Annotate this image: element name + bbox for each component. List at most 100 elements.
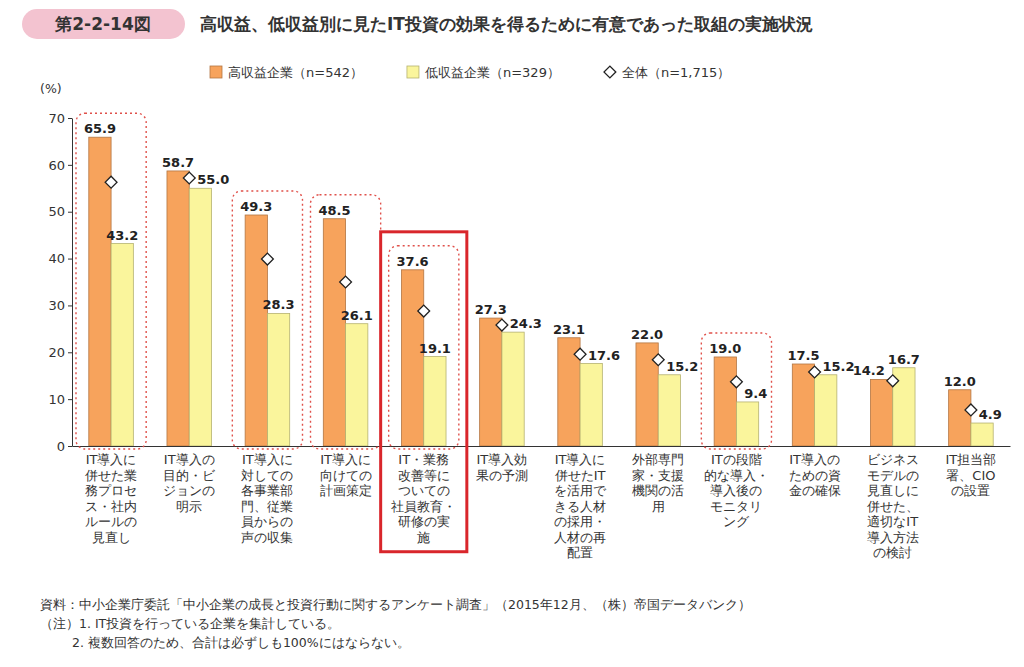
- x-tick-label-line: 併せた、: [866, 499, 919, 514]
- x-tick-label-line: 改善等に: [398, 468, 450, 483]
- x-tick-label-line: 家・支援: [632, 468, 684, 483]
- x-tick-label-line: 用: [652, 499, 665, 514]
- x-tick-label-line: ング: [723, 514, 750, 529]
- data-label: 27.3: [475, 302, 507, 317]
- bar: [949, 390, 971, 446]
- source: 資料：中小企業庁委託「中小企業の成長と投資行動に関するアンケート調査」（2015…: [40, 597, 751, 612]
- x-tick-label: IT導入に向けての計画策定: [320, 452, 372, 498]
- bar: [792, 364, 814, 446]
- bar: [424, 357, 446, 446]
- x-tick-label: ITの段階的な導入・導入後のモニタリング: [704, 452, 769, 529]
- marker: [105, 176, 117, 188]
- y-tick-mark: [68, 399, 72, 400]
- y-tick-label: 50: [48, 204, 65, 219]
- x-tick-label-line: 各事業部: [241, 483, 293, 498]
- y-tick-label: 30: [48, 298, 65, 313]
- bar: [111, 244, 133, 446]
- x-tick-label-line: 併せたIT: [554, 468, 606, 483]
- x-tick-label-line: IT導入効: [477, 452, 528, 467]
- bar: [346, 324, 368, 446]
- data-label: 19.1: [419, 341, 451, 356]
- x-tick-label-line: IT導入に: [242, 452, 293, 467]
- bar: [480, 318, 502, 446]
- marker: [652, 354, 664, 366]
- bar: [167, 171, 189, 446]
- x-tick: IT導入に対しての各事業部門、従業員からの声の収集: [241, 446, 293, 545]
- data-label: 16.7: [888, 352, 920, 367]
- y-tick-label: 10: [48, 392, 65, 407]
- x-tick-label: 外部専門家・支援機関の活用: [632, 452, 684, 513]
- x-tick: IT導入に併せたITを活用できる人材の採用・人材の再配置: [554, 446, 607, 560]
- y-tick-label: 60: [48, 158, 65, 173]
- x-tick-label-line: 研修の実: [398, 514, 450, 529]
- x-tick-label: IT導入の目的・ビジョンの明示: [163, 452, 216, 513]
- y-tick-mark: [68, 259, 72, 260]
- x-tick-label: IT担当部署、CIOの設置: [946, 452, 997, 498]
- x-tick: IT導入に向けての計画策定: [320, 446, 372, 498]
- data-label: 65.9: [84, 121, 116, 136]
- data-label: 23.1: [553, 322, 585, 337]
- x-tick: IT導入のための資金の確保: [789, 446, 841, 498]
- y-tick-label: 70: [48, 111, 65, 126]
- x-tick-label-line: 導入後の: [710, 483, 762, 498]
- data-label: 15.2: [822, 359, 854, 374]
- y-tick-mark: [68, 305, 72, 306]
- x-tick-label-line: IT・業務: [398, 452, 449, 467]
- data-label: 37.6: [397, 254, 429, 269]
- bar: [401, 270, 423, 446]
- x-tick-label-line: 外部専門: [632, 452, 684, 467]
- bar: [870, 379, 892, 446]
- x-tick-label-line: 明示: [176, 499, 202, 514]
- point-series: [105, 172, 977, 416]
- y-tick: 0: [57, 439, 72, 454]
- figure-label-box: [22, 9, 185, 39]
- bar: [267, 313, 289, 446]
- x-tick-label-line: ジョンの: [163, 483, 215, 498]
- chart-title: 高収益、低収益別に見たIT投資の効果を得るために有意であった取組の実施状況: [200, 14, 813, 34]
- x-tick: IT導入に併せた業務プロセス・社内ルールの見直し: [84, 446, 137, 545]
- marker: [262, 253, 274, 265]
- x-tick-label-line: 社員教育・: [391, 499, 456, 514]
- y-tick-mark: [68, 212, 72, 213]
- y-axis: 010203040506070: [48, 111, 72, 454]
- x-tick-label-line: 員からの: [241, 514, 293, 529]
- data-label: 17.5: [787, 348, 819, 363]
- footnotes: 資料：中小企業庁委託「中小企業の成長と投資行動に関するアンケート調査」（2015…: [40, 597, 751, 650]
- y-tick-mark: [68, 446, 72, 447]
- bar-series: [89, 137, 971, 446]
- figure-label: 第2-2-14図: [54, 14, 150, 34]
- marker: [965, 404, 977, 416]
- y-tick-label: 0: [57, 439, 65, 454]
- x-tick-label-line: IT導入に: [555, 452, 606, 467]
- chart-svg: 第2-2-14図 高収益、低収益別に見たIT投資の効果を得るために有意であった取組…: [0, 0, 1024, 667]
- bar: [245, 215, 267, 446]
- x-tick: 外部専門家・支援機関の活用: [632, 446, 684, 514]
- x-tick-label-line: 併せた業: [84, 468, 137, 483]
- highlight-box: [389, 246, 459, 449]
- x-tick-label-line: 導入方法: [867, 530, 919, 545]
- data-label: 14.2: [853, 363, 885, 378]
- data-label: 4.9: [979, 407, 1002, 422]
- x-tick-label: IT導入に併せた業務プロセス・社内ルールの見直し: [84, 452, 137, 544]
- x-tick-label-line: IT担当部: [946, 452, 997, 467]
- legend-label: 全体（n=1,715）: [622, 65, 730, 80]
- bar: [580, 364, 602, 446]
- data-label: 19.0: [709, 341, 741, 356]
- x-tick-label: ビジネスモデルの見直しに併せた、適切なIT導入方法の検討: [866, 452, 919, 560]
- x-tick-label-line: 果の予測: [476, 468, 528, 483]
- x-tick-label-line: 対しての: [241, 468, 293, 483]
- marker: [418, 305, 430, 317]
- x-tick: IT導入の目的・ビジョンの明示: [163, 446, 216, 514]
- data-label: 28.3: [263, 297, 295, 312]
- highlight-box: [311, 195, 381, 449]
- x-tick-label-line: 人材の再: [554, 530, 606, 545]
- y-tick: 60: [48, 158, 72, 173]
- x-tick-label-line: の採用・: [554, 514, 606, 529]
- bar: [189, 188, 211, 446]
- x-tick-label-line: IT導入に: [320, 452, 371, 467]
- data-label: 43.2: [106, 228, 138, 243]
- x-tick-label-line: ITの段階: [711, 452, 762, 467]
- x-tick-label-line: 向けての: [320, 468, 372, 483]
- marker: [887, 375, 899, 387]
- marker: [731, 376, 743, 388]
